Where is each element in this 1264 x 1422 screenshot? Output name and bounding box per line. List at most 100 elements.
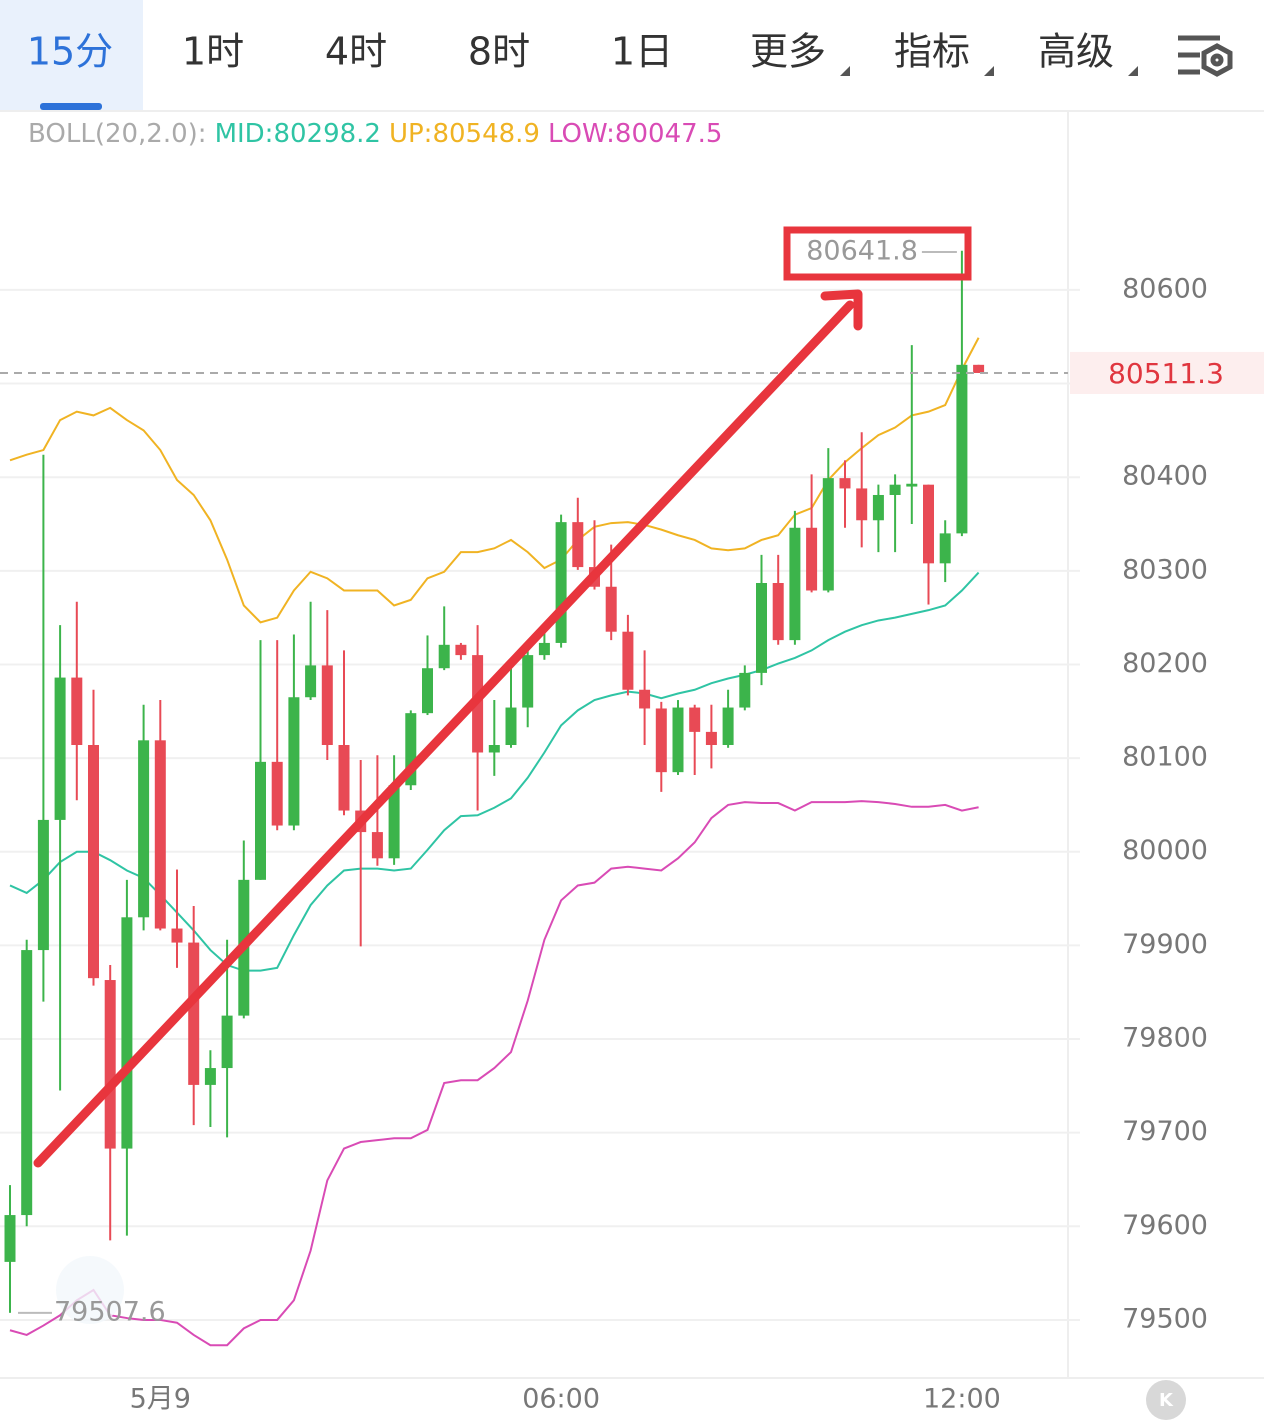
y-tick-label: 79800 (1122, 1023, 1208, 1054)
candle-body (839, 478, 851, 489)
min-label: 79507.6 (54, 1296, 166, 1327)
candle-body (204, 1068, 216, 1085)
candle-body (288, 697, 300, 826)
y-tick-label: 80200 (1122, 648, 1208, 679)
candle-body (572, 522, 584, 568)
candle-body (605, 586, 617, 632)
candle-body (338, 745, 350, 811)
candle-body (722, 707, 734, 745)
candle-body (705, 731, 717, 745)
candle-body (973, 364, 985, 373)
y-tick-label: 79700 (1122, 1116, 1208, 1147)
candle-body (739, 672, 751, 708)
candle-body (88, 745, 99, 979)
candle-body (655, 708, 667, 773)
candle-body (756, 583, 767, 673)
x-tick-label: 06:00 (522, 1384, 600, 1415)
candle-body (154, 740, 166, 929)
active-tab-underline (40, 103, 102, 110)
indicator-mid: MID:80298.2 (215, 119, 381, 149)
dropdown-caret (1128, 66, 1138, 76)
candle-body (4, 1215, 16, 1262)
highlight-box (783, 226, 972, 281)
indicator-low: LOW:80047.5 (548, 119, 722, 149)
y-tick-label: 80300 (1122, 554, 1208, 585)
candle-body (305, 665, 317, 698)
candle-body (37, 819, 49, 951)
y-tick-label: 79600 (1122, 1210, 1208, 1241)
max-label: 80641.8 (806, 236, 918, 267)
candle-body (672, 707, 684, 773)
candle-body (822, 478, 834, 591)
candle-body (321, 665, 333, 745)
k-button[interactable] (1146, 1380, 1186, 1420)
candle-body (889, 484, 901, 495)
candle-body (188, 942, 200, 1085)
candle-body (388, 785, 400, 859)
k-icon: K (1159, 1390, 1174, 1411)
dropdown-caret (840, 66, 850, 76)
candle-body (104, 980, 116, 1149)
boll-line (9, 571, 980, 972)
candle-body (505, 707, 517, 745)
candle-body (422, 668, 433, 714)
arrow-head (820, 289, 863, 331)
candle-body (488, 745, 500, 753)
float-button[interactable] (56, 1256, 124, 1324)
y-tick-label: 80400 (1122, 461, 1208, 492)
candle-body (622, 631, 634, 690)
y-tick-label: 80000 (1122, 835, 1208, 866)
candle-body (405, 713, 417, 786)
x-tick-label: 12:00 (923, 1384, 1001, 1415)
settings-icon[interactable] (1178, 35, 1233, 77)
candle-body (939, 533, 951, 564)
candle-body (171, 928, 183, 943)
trend-arrow (33, 300, 855, 1168)
candle-body (455, 644, 467, 656)
candle-body (956, 364, 968, 534)
price-label: 80511.3 (1108, 357, 1224, 390)
y-tick-label: 79900 (1122, 929, 1208, 960)
dropdown-caret (984, 66, 994, 76)
boll-line (9, 800, 979, 1347)
indicator-header: BOLL(20,2.0): MID:80298.2 UP:80548.9 LOW:80… (28, 119, 722, 149)
indicator-up: UP:80548.9 (389, 119, 540, 149)
y-tick-label: 80600 (1122, 273, 1208, 304)
tab[interactable]: 更多 (750, 30, 826, 74)
candle-body (221, 1015, 233, 1069)
candle-body (71, 677, 83, 745)
tab[interactable]: 指标 (894, 30, 970, 74)
tab[interactable]: 高级 (1038, 30, 1114, 74)
tab[interactable]: 15分 (27, 30, 113, 74)
candle-body (923, 484, 934, 564)
candle-body (138, 740, 150, 918)
active-tab-bg (0, 0, 143, 110)
x-tick-label: 5月9 (130, 1384, 191, 1415)
candle-body (438, 644, 450, 669)
candle-body (21, 950, 33, 1216)
candle-body (689, 707, 701, 732)
candle-body (772, 583, 784, 641)
candle-body (789, 527, 801, 641)
tab[interactable]: 4时 (325, 30, 387, 74)
candle-body (371, 832, 383, 859)
candle-body (906, 483, 918, 487)
candle-body (121, 917, 133, 1149)
tab[interactable]: 8时 (468, 30, 530, 74)
candle-body (54, 677, 66, 820)
candle-body (555, 522, 567, 643)
candle-body (872, 494, 884, 521)
tab[interactable]: 1时 (182, 30, 244, 74)
indicator-params: BOLL(20,2.0): (28, 119, 207, 149)
y-tick-label: 80100 (1122, 742, 1208, 773)
candle-body (522, 655, 534, 708)
tab[interactable]: 1日 (611, 30, 673, 74)
candle-body (856, 488, 868, 521)
candle-body (538, 642, 550, 656)
candle-body (806, 527, 818, 591)
candle-body (639, 689, 651, 709)
candle-body (255, 761, 266, 880)
price-label-bg (1070, 351, 1264, 394)
y-tick-label: 79500 (1122, 1303, 1208, 1334)
